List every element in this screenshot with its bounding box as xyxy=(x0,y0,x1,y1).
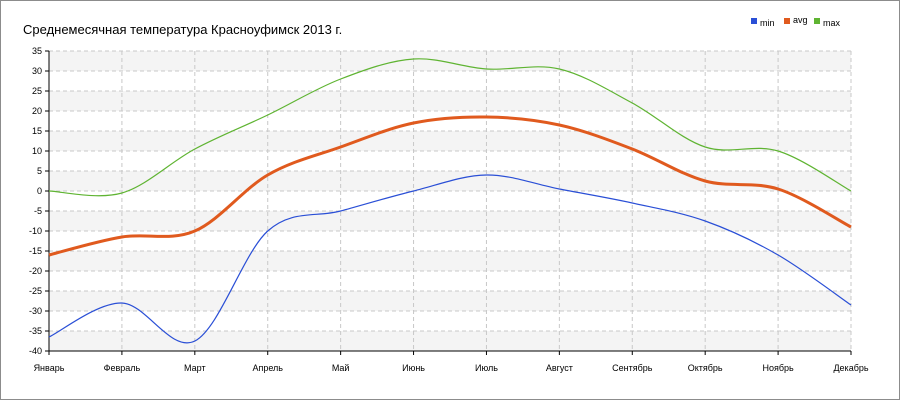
vertical-gridlines xyxy=(48,51,852,355)
y-tick-label: 5 xyxy=(37,166,42,176)
legend-label-min: min xyxy=(760,18,775,28)
series-line-max xyxy=(48,58,852,197)
x-tick-label: Февраль xyxy=(104,363,141,373)
x-tick-label: Октябрь xyxy=(688,363,723,373)
x-tick-label: Май xyxy=(332,363,350,373)
y-tick-label: -25 xyxy=(29,286,42,296)
y-tick-label: 15 xyxy=(32,126,42,136)
y-tick-label: 35 xyxy=(32,46,42,56)
y-tick-label: 10 xyxy=(32,146,42,156)
x-tick-label: Апрель xyxy=(252,363,283,373)
y-tick-label: -20 xyxy=(29,266,42,276)
y-tick-label: 25 xyxy=(32,86,42,96)
y-tick-label: -35 xyxy=(29,326,42,336)
background-stripe xyxy=(49,51,851,71)
axes xyxy=(48,51,851,352)
series-lines xyxy=(48,58,852,344)
y-axis-tick-labels: 35 30 25 20 15 10 5 0 -5 -10 -15 -20 -25 -30 -35 -40 xyxy=(29,46,42,356)
y-tick-label: -10 xyxy=(29,226,42,236)
background-stripe xyxy=(49,91,851,111)
x-tick-label: Март xyxy=(184,363,206,373)
y-tick-label: 30 xyxy=(32,66,42,76)
y-tick-label: 20 xyxy=(32,106,42,116)
horizontal-gridlines xyxy=(45,50,851,352)
background-stripe xyxy=(49,331,851,351)
x-tick-label: Декабрь xyxy=(833,363,868,373)
legend: min avg max xyxy=(751,15,841,28)
y-tick-label: -40 xyxy=(29,346,42,356)
series-line-avg xyxy=(48,115,852,257)
x-tick-label: Январь xyxy=(34,363,65,373)
series-line-min xyxy=(48,174,852,344)
y-tick-label: -15 xyxy=(29,246,42,256)
x-tick-label: Ноябрь xyxy=(762,363,794,373)
legend-swatch-avg xyxy=(784,18,790,24)
background-stripe xyxy=(49,251,851,271)
x-axis-tick-labels: Январь Февраль Март Апрель Май Июнь Июль Август… xyxy=(34,363,869,373)
legend-label-avg: avg xyxy=(793,15,808,25)
x-tick-label: Июнь xyxy=(402,363,425,373)
background-stripe xyxy=(49,211,851,231)
x-tick-label: Июль xyxy=(475,363,498,373)
y-tick-label: -5 xyxy=(34,206,42,216)
legend-swatch-max xyxy=(814,18,820,24)
x-tick-label: Август xyxy=(546,363,573,373)
y-tick-label: 0 xyxy=(37,186,42,196)
background-stripes xyxy=(49,51,851,351)
x-tick-label: Сентябрь xyxy=(612,363,653,373)
background-stripe xyxy=(49,291,851,311)
legend-swatch-min xyxy=(751,18,757,24)
chart-title: Среднемесячная температура Красноуфимск … xyxy=(23,22,342,37)
y-tick-label: -30 xyxy=(29,306,42,316)
legend-label-max: max xyxy=(823,18,841,28)
background-stripe xyxy=(49,131,851,151)
